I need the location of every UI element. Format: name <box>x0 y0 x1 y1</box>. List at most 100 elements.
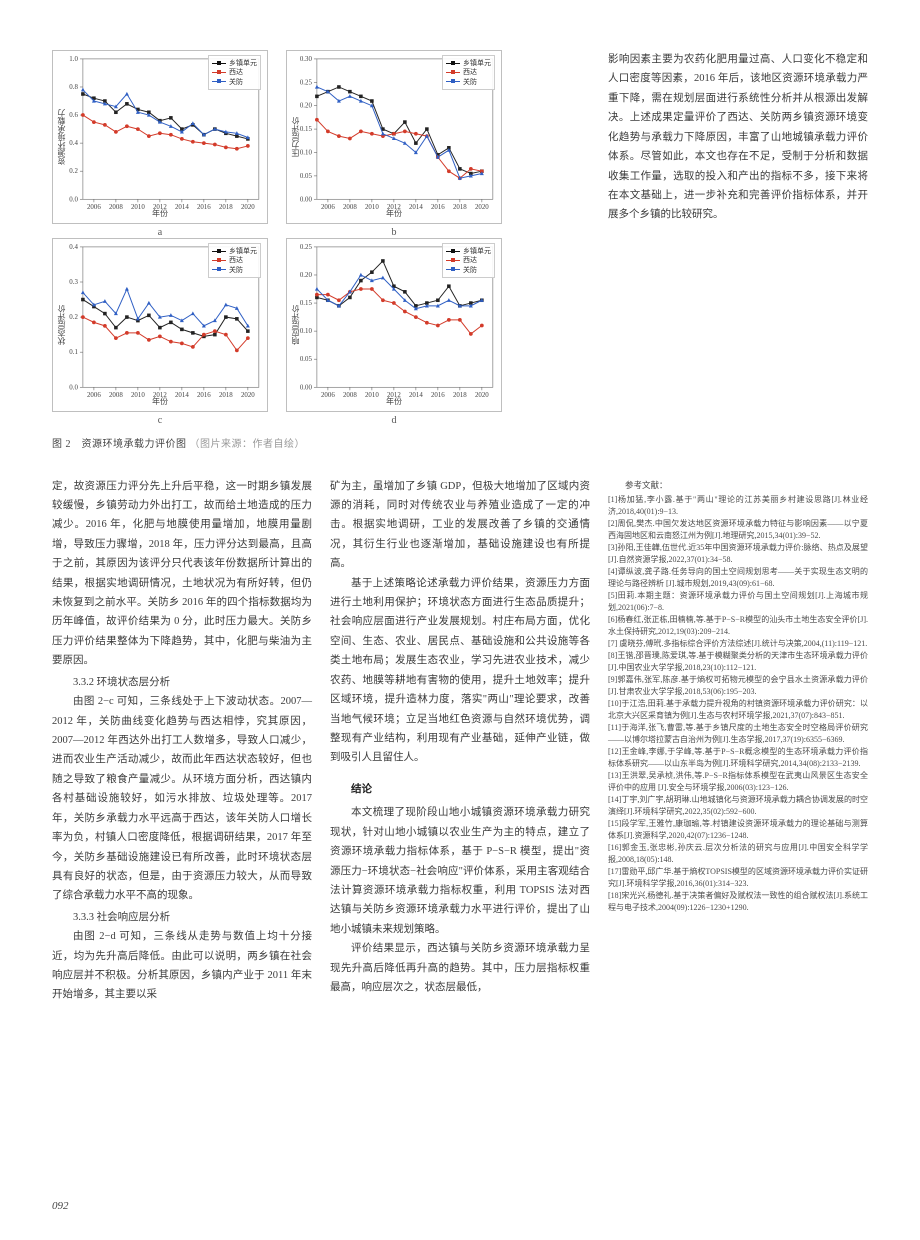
svg-text:0.00: 0.00 <box>300 196 313 203</box>
fig-caption-main: 图 2 资源环境承载力评价图 <box>52 439 187 450</box>
chart-xlabel: 年份 <box>386 395 402 410</box>
chart-xlabel: 年份 <box>386 207 402 222</box>
svg-text:2006: 2006 <box>87 204 101 211</box>
svg-text:0.8: 0.8 <box>69 84 78 91</box>
reference-item: [4]谭纵波,龚子路.任务导向的国土空间规划思考——关于实现生态文明的理论与路径… <box>608 566 868 590</box>
chart-a: 0.00.20.40.60.81.02006200820102012201420… <box>52 50 268 224</box>
svg-text:0.20: 0.20 <box>300 272 313 279</box>
chart-a-label: a <box>52 224 268 238</box>
svg-text:2016: 2016 <box>431 392 445 399</box>
chart-ylabel: 资源环境承载力 <box>55 109 70 165</box>
chart-ylabel: 状态层评价 <box>55 305 70 345</box>
reference-item: [12]王金峰,李娜,于学峰,等.基于P−S−R概念模型的生态环境承载力评价指标… <box>608 746 868 770</box>
chart-c-label: c <box>52 412 268 426</box>
svg-text:0.00: 0.00 <box>300 384 313 391</box>
chart-xlabel: 年份 <box>152 207 168 222</box>
col1-p2: 由图 2−c 可知，三条线处于上下波动状态。2007—2012 年，关防曲线变化… <box>52 692 312 906</box>
reference-item: [6]杨春红,张正栋,田楠楠,等.基于P−S−R模型的汕头市土地生态安全评价[J… <box>608 614 868 638</box>
svg-text:2018: 2018 <box>453 204 467 211</box>
svg-text:2020: 2020 <box>475 204 489 211</box>
conclusion-head: 结论 <box>330 780 590 799</box>
chart-ylabel: 响应层评价 <box>289 305 304 345</box>
chart-c: 0.00.10.20.30.42006200820102012201420162… <box>52 238 268 412</box>
svg-text:2020: 2020 <box>241 392 255 399</box>
reference-item: [1]杨加猛,李小露.基于"两山"理论的江苏美丽乡村建设思路[J].林业经济,2… <box>608 494 868 518</box>
svg-text:2008: 2008 <box>109 204 123 211</box>
svg-text:2018: 2018 <box>453 392 467 399</box>
svg-text:2010: 2010 <box>131 392 145 399</box>
svg-text:2008: 2008 <box>343 204 357 211</box>
col2-p4: 评价结果显示，西达镇与关防乡资源环境承载力呈现先升高后降低再升高的趋势。其中，压… <box>330 939 590 997</box>
top-right-para: 影响因素主要为农药化肥用量过高、人口变化不稳定和人口密度等因素，2016 年后，… <box>608 50 868 225</box>
column-1: 定，故资源压力评分先上升后平稳，这一时期乡镇发展较缓慢，乡镇劳动力外出打工，故而… <box>52 477 312 1005</box>
chart-legend: 乡镇单元 西达 关防 <box>442 243 495 278</box>
svg-text:0.2: 0.2 <box>69 314 78 321</box>
svg-text:2020: 2020 <box>475 392 489 399</box>
references-column: 参考文献： [1]杨加猛,李小露.基于"两山"理论的江苏美丽乡村建设思路[J].… <box>608 479 868 1005</box>
reference-item: [5]田莉.本期主题：资源环境承载力评价与国土空间规划[J].上海城市规划,20… <box>608 590 868 614</box>
figure-2-caption: 图 2 资源环境承载力评价图 （图片来源：作者自绘） <box>52 436 868 455</box>
svg-text:0.05: 0.05 <box>300 356 313 363</box>
column-2: 矿为主，虽增加了乡镇 GDP，但极大地增加了区域内资源的消耗，同时对传统农业与养… <box>330 477 590 1005</box>
col1-h2: 3.3.3 社会响应层分析 <box>52 908 312 927</box>
svg-text:2014: 2014 <box>409 204 423 211</box>
svg-text:2008: 2008 <box>109 392 123 399</box>
svg-text:0.6: 0.6 <box>69 112 78 119</box>
chart-d-label: d <box>286 412 502 426</box>
svg-text:0.4: 0.4 <box>69 140 78 147</box>
body-columns: 定，故资源压力评分先上升后平稳，这一时期乡镇发展较缓慢，乡镇劳动力外出打工，故而… <box>52 477 868 1005</box>
reference-item: [7] 虞晓芬,傅玳.多指标综合评价方法综述[J].统计与决策,2004,(11… <box>608 638 868 650</box>
reference-item: [8]王锴,邵晋璞,陈爱琪,等.基于模糊聚类分析的天津市生态环境承载力评价[J]… <box>608 650 868 674</box>
references-list: [1]杨加猛,李小露.基于"两山"理论的江苏美丽乡村建设思路[J].林业经济,2… <box>608 494 868 914</box>
chart-legend: 乡镇单元 西达 关防 <box>208 55 261 90</box>
svg-text:0.3: 0.3 <box>69 279 78 286</box>
top-right-continuation: 影响因素主要为农药化肥用量过高、人口变化不稳定和人口密度等因素，2016 年后，… <box>608 50 868 225</box>
reference-item: [13]王洪翠,吴承桢,洪伟,等.P−S−R指标体系模型在武夷山风景区生态安全评… <box>608 770 868 794</box>
page-number: 092 <box>52 1196 69 1216</box>
reference-item: [10]于江浩,田莉.基于承载力提升视角的村镇资源环境承载力评价研究：以北京大兴… <box>608 698 868 722</box>
svg-text:0.20: 0.20 <box>300 103 313 110</box>
svg-text:2006: 2006 <box>321 204 335 211</box>
chart-ylabel: 压力层评价 <box>289 117 304 157</box>
reference-item: [15]段学军,王雅竹,康珈瑜,等.村镇建设资源环境承载力的理论基础与测算体系[… <box>608 818 868 842</box>
col1-p3: 由图 2−d 可知，三条线从走势与数值上均十分接近，均为先升高后降低。由此可以说… <box>52 927 312 1005</box>
svg-text:0.05: 0.05 <box>300 173 313 180</box>
chart-legend: 乡镇单元 西达 关防 <box>442 55 495 90</box>
svg-text:2010: 2010 <box>365 392 379 399</box>
svg-text:2014: 2014 <box>175 204 189 211</box>
svg-text:0.0: 0.0 <box>69 384 78 391</box>
svg-text:2014: 2014 <box>175 392 189 399</box>
svg-text:2018: 2018 <box>219 204 233 211</box>
svg-text:2010: 2010 <box>365 204 379 211</box>
svg-text:0.2: 0.2 <box>69 168 78 175</box>
chart-b-label: b <box>286 224 502 238</box>
svg-text:2006: 2006 <box>87 392 101 399</box>
svg-text:2018: 2018 <box>219 392 233 399</box>
svg-text:2016: 2016 <box>197 392 211 399</box>
col1-h1: 3.3.2 环境状态层分析 <box>52 673 312 692</box>
reference-item: [17]雷勋平,邱广华.基于熵权TOPSIS模型的区域资源环境承载力评价实证研究… <box>608 866 868 890</box>
reference-item: [9]郭嘉伟,张军,陈彦.基于熵权可拓物元模型的会宁县水土资源承载力评价[J].… <box>608 674 868 698</box>
fig-caption-source: （图片来源：作者自绘） <box>190 439 306 450</box>
reference-item: [16]郭金玉,张忠彬,孙庆云.层次分析法的研究与应用[J].中国安全科学学报,… <box>608 842 868 866</box>
reference-item: [3]孙阳,王佳韡,伍世代.近35年中国资源环境承载力评价:脉络、热点及展望[J… <box>608 542 868 566</box>
svg-text:0.25: 0.25 <box>300 79 313 86</box>
references-title: 参考文献： <box>608 479 868 492</box>
svg-text:2010: 2010 <box>131 204 145 211</box>
chart-xlabel: 年份 <box>152 395 168 410</box>
chart-b: 0.000.050.100.150.200.250.30200620082010… <box>286 50 502 224</box>
chart-d: 0.000.050.100.150.200.252006200820102012… <box>286 238 502 412</box>
reference-item: [18]宋光兴,杨德礼.基于决策者偏好及赋权法一致性的组合赋权法[J].系统工程… <box>608 890 868 914</box>
svg-text:0.4: 0.4 <box>69 244 78 251</box>
svg-text:0.25: 0.25 <box>300 244 313 251</box>
svg-text:2008: 2008 <box>343 392 357 399</box>
reference-item: [2]周侃,樊杰.中国欠发达地区资源环境承载力特征与影响因素——以宁夏西海固地区… <box>608 518 868 542</box>
reference-item: [14]丁宇,刘广宇,胡玥琳.山地城镇化与资源环境承载力耦合协调发展的时空演绎[… <box>608 794 868 818</box>
svg-text:0.0: 0.0 <box>69 196 78 203</box>
col2-p1: 矿为主，虽增加了乡镇 GDP，但极大地增加了区域内资源的消耗，同时对传统农业与养… <box>330 477 590 574</box>
svg-text:2016: 2016 <box>431 204 445 211</box>
col1-p1: 定，故资源压力评分先上升后平稳，这一时期乡镇发展较缓慢，乡镇劳动力外出打工，故而… <box>52 477 312 671</box>
svg-text:0.30: 0.30 <box>300 56 313 63</box>
svg-text:2020: 2020 <box>241 204 255 211</box>
col2-p3: 本文梳理了现阶段山地小城镇资源环境承载力研究现状，针对山地小城镇以农业生产为主的… <box>330 803 590 939</box>
